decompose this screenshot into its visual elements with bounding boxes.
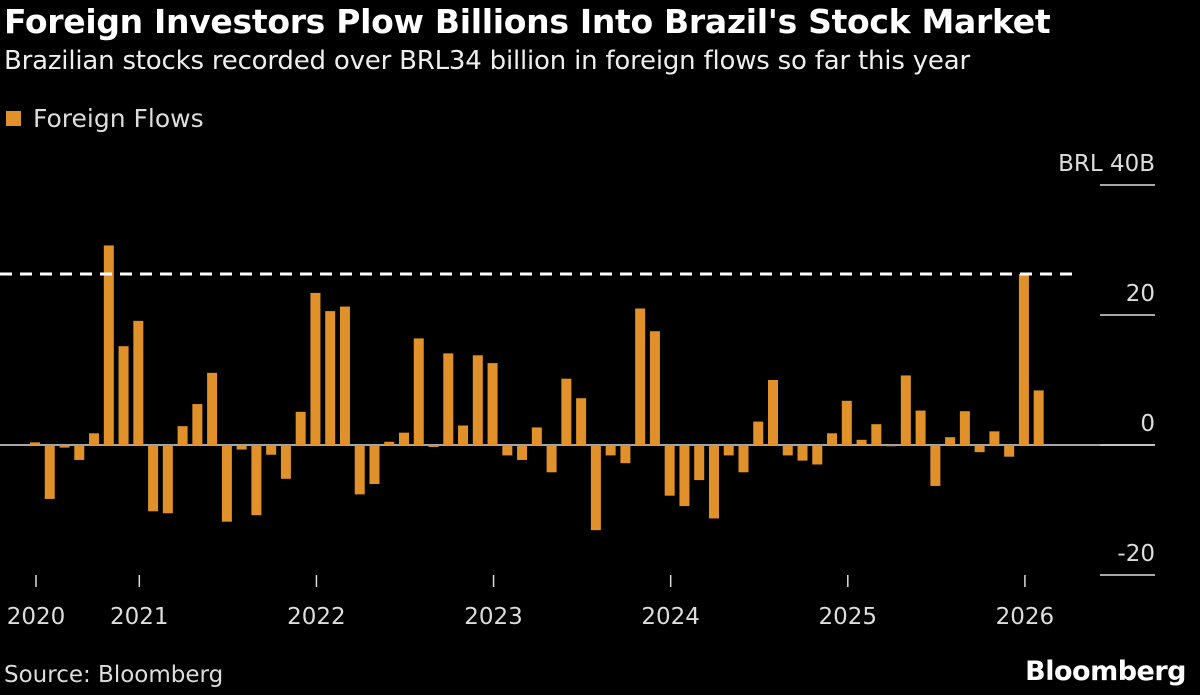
bar (44, 445, 55, 499)
bar (472, 355, 483, 445)
bar (753, 421, 764, 445)
bar (148, 445, 159, 512)
y-tick-label: 20 (1126, 281, 1155, 307)
bloomberg-logo: Bloomberg (1025, 656, 1186, 687)
bar (118, 346, 129, 445)
bar (74, 445, 85, 460)
bar (192, 404, 203, 445)
bar (384, 441, 395, 445)
bar (428, 445, 439, 447)
bar (576, 398, 587, 445)
bar (708, 445, 719, 519)
bar (812, 445, 823, 465)
x-tick-label: 2023 (464, 604, 523, 630)
x-tick-label: 2022 (287, 604, 346, 630)
bar (827, 433, 838, 445)
bar (930, 445, 941, 486)
legend-swatch (6, 111, 21, 126)
bar (915, 410, 926, 445)
bar (162, 445, 173, 514)
bar (959, 411, 970, 445)
bar (841, 400, 852, 445)
bar (561, 378, 572, 445)
bar (295, 411, 306, 445)
bar (635, 308, 646, 445)
bar (664, 445, 675, 496)
bar (207, 372, 218, 445)
bar (280, 445, 291, 479)
y-tick-label: 0 (1140, 411, 1155, 437)
source-note: Source: Bloomberg (4, 662, 224, 688)
bar (768, 380, 778, 445)
bar (900, 375, 911, 445)
x-tick-label: 2024 (641, 604, 700, 630)
y-tick-label: -20 (1117, 541, 1155, 567)
bar (103, 245, 114, 445)
bar (738, 445, 749, 473)
bar (1018, 274, 1029, 445)
legend: Foreign Flows (6, 104, 204, 133)
bar (325, 311, 336, 445)
bar (133, 320, 144, 445)
bar (871, 424, 882, 445)
bar (177, 426, 188, 445)
bar (354, 445, 365, 495)
chart-subtitle: Brazilian stocks recorded over BRL34 bil… (4, 46, 970, 76)
x-tick-label: 2025 (819, 604, 878, 630)
bar (369, 445, 380, 484)
legend-label: Foreign Flows (33, 104, 204, 133)
bar (339, 306, 350, 445)
bar (487, 363, 498, 445)
bar (679, 445, 690, 507)
bar (399, 432, 409, 445)
bar (30, 442, 40, 445)
bar (723, 445, 734, 456)
bar (531, 427, 542, 445)
bar (620, 445, 631, 464)
bar (782, 445, 793, 456)
bar (458, 425, 469, 445)
bar (310, 292, 321, 445)
x-tick-label: 2026 (996, 604, 1055, 630)
bar (502, 445, 513, 456)
bar (413, 338, 424, 445)
bar (517, 445, 528, 460)
bar (694, 445, 705, 481)
bar (886, 445, 897, 447)
bar (1004, 445, 1015, 457)
bar (590, 445, 601, 531)
bar (221, 445, 232, 522)
chart-title: Foreign Investors Plow Billions Into Bra… (4, 2, 1051, 41)
bar (251, 445, 262, 516)
bar (1033, 390, 1044, 445)
x-tick-label: 2020 (7, 604, 66, 630)
bar (649, 331, 660, 445)
bar (605, 445, 616, 456)
bar (856, 439, 867, 445)
bar (266, 445, 277, 455)
bar (443, 353, 454, 445)
bar (89, 433, 100, 445)
bar (59, 445, 70, 448)
bar (974, 445, 985, 453)
bar (989, 431, 1000, 445)
y-tick-label: BRL 40B (1058, 151, 1155, 177)
bar (236, 445, 247, 450)
x-tick-label: 2021 (110, 604, 169, 630)
bar (546, 445, 557, 473)
bar (945, 437, 956, 445)
bar (797, 445, 808, 461)
